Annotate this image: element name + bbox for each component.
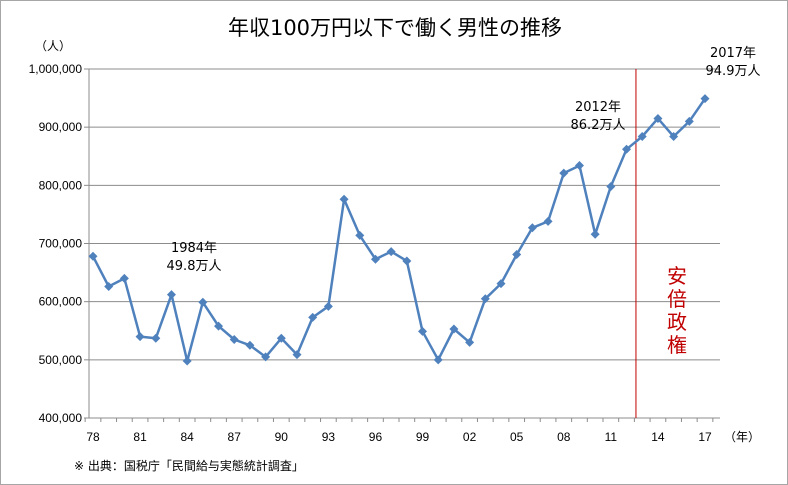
data-point-1998 [402,256,412,266]
data-point-1989 [261,352,271,362]
data-point-1982 [151,333,161,343]
data-point-2003 [480,294,490,304]
x-tick-label-5: 93 [322,430,336,444]
x-tick-label-0: 78 [86,430,100,444]
data-point-1987 [229,334,239,344]
y-tick-label-2: 600,000 [39,295,83,309]
data-point-2004 [496,279,506,289]
x-tick-label-10: 08 [557,430,571,444]
x-tick-label-9: 05 [510,430,524,444]
data-point-2017 [700,94,710,104]
data-point-2006 [527,223,537,233]
x-tick-label-12: 14 [651,430,665,444]
data-point-2016 [684,116,694,126]
annotation-2017-line-1: 94.9万人 [706,64,761,79]
data-point-2007 [543,216,553,226]
data-point-1985 [198,297,208,307]
data-point-2001 [449,324,459,334]
abe-administration-label: 安倍政権 [667,264,687,357]
data-point-1995 [355,230,365,240]
annotation-1984-line-0: 1984年 [171,241,217,256]
y-tick-label-0: 400,000 [39,411,83,425]
gridlines [89,68,720,361]
data-point-2009 [574,161,584,171]
data-point-1993 [323,301,333,311]
data-point-2000 [433,355,443,365]
y-tick-label-4: 800,000 [39,178,83,192]
data-point-1979 [104,282,114,292]
data-point-2005 [512,250,522,260]
data-point-2010 [590,229,600,239]
annotations: 1984年 49.8万人 2012年 86.2万人 2017年 94.9万人 [167,46,761,274]
data-point-1997 [386,247,396,257]
y-axis-ticks: 400,000 500,000 600,000 700,000 800,000 900,0… [29,62,89,425]
data-point-1990 [276,333,286,343]
x-axis-ticks: 78 81 84 87 90 93 96 99 02 05 08 11 14 17 [84,418,714,444]
data-point-1991 [292,350,302,360]
data-point-2008 [559,168,569,178]
x-tick-label-7: 99 [416,430,430,444]
x-axis-unit-label: （年） [724,430,760,444]
annotation-1984-line-1: 49.8万人 [167,259,222,274]
data-point-2015 [669,131,679,141]
x-tick-label-11: 11 [605,430,618,444]
y-tick-label-3: 700,000 [39,237,83,251]
y-axis-unit-label: （人） [35,39,71,53]
x-tick-label-6: 96 [369,430,383,444]
data-point-1996 [370,254,380,264]
data-point-2011 [606,181,616,191]
x-tick-label-8: 02 [463,430,477,444]
x-tick-label-1: 81 [133,430,147,444]
y-tick-label-1: 500,000 [39,353,83,367]
annotation-2012-line-0: 2012年 [575,100,621,115]
data-point-1986 [214,321,224,331]
data-point-2014 [653,113,663,123]
y-tick-label-6: 1,000,000 [29,62,83,76]
annotation-2017-line-0: 2017年 [710,46,756,61]
data-point-1978 [88,251,98,261]
annotation-2012-line-1: 86.2万人 [571,118,626,133]
event-marker: 安倍政権 [635,69,687,418]
source-note: ※ 出典：国税庁「民間給与実態統計調査」 [74,458,304,473]
data-point-1988 [245,340,255,350]
y-tick-label-5: 900,000 [39,120,83,134]
data-point-1994 [339,194,349,204]
series-line-path [91,97,707,363]
x-tick-label-13: 17 [698,430,712,444]
series-points [88,94,710,366]
data-point-1992 [308,312,318,322]
data-point-1981 [135,332,145,342]
data-point-2002 [465,337,475,347]
data-point-2012 [622,144,632,154]
data-point-1999 [418,326,428,336]
data-point-1980 [119,273,129,283]
series-line [91,97,707,363]
data-point-1983 [166,290,176,300]
x-tick-label-3: 87 [228,430,242,444]
chart-title: 年収100万円以下で働く男性の推移 [228,16,562,40]
data-point-2013 [637,131,647,141]
data-point-1984 [182,356,192,366]
x-tick-label-4: 90 [275,430,289,444]
x-tick-label-2: 84 [180,430,194,444]
